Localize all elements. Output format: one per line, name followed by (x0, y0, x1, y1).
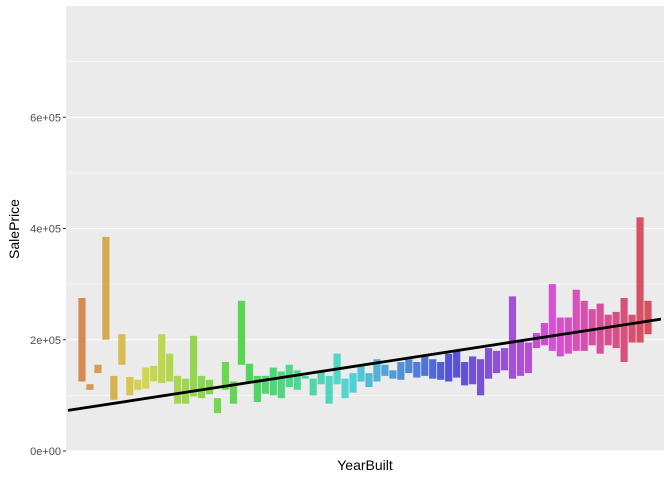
y-axis: 0e+00 2e+05 4e+05 6e+05 (30, 112, 66, 458)
price-range-bar (556, 317, 564, 357)
price-range-bar (628, 314, 636, 343)
price-range-bar (484, 348, 493, 379)
y-tick-label: 4e+05 (30, 224, 61, 236)
price-range-bar (341, 378, 349, 399)
price-range-bar (469, 356, 477, 385)
price-range-bar (78, 298, 86, 382)
price-range-bar (134, 379, 142, 390)
price-range-bar (261, 375, 269, 394)
price-range-bar (205, 379, 214, 395)
price-range-bar (421, 356, 429, 376)
price-range-bar (612, 311, 620, 349)
price-range-bar (325, 375, 333, 404)
price-range-bar (405, 359, 413, 374)
y-axis-title: SalePrice (6, 199, 22, 259)
price-range-bar (516, 339, 525, 376)
trend-line-layer (67, 317, 662, 412)
price-range-bar (477, 359, 485, 396)
price-range-bar (174, 375, 182, 404)
price-range-bar (245, 363, 253, 382)
price-range-bar (126, 377, 134, 396)
price-range-bar (500, 348, 509, 371)
x-axis-title: YearBuilt (337, 457, 393, 473)
price-range-bar (357, 364, 365, 382)
price-range-bar (453, 350, 461, 378)
price-range-bar (604, 314, 612, 346)
price-range-bar (142, 367, 150, 389)
price-range-bar (86, 384, 94, 390)
price-range-bar (213, 398, 222, 414)
price-range-bar (389, 370, 397, 379)
price-range-bar (461, 362, 469, 386)
price-range-bar (118, 334, 126, 365)
y-tick-label: 2e+05 (30, 335, 61, 347)
price-range-bar (301, 375, 309, 379)
price-range-bar (349, 373, 357, 393)
price-range-bar (277, 371, 285, 399)
y-tick-label: 0e+00 (30, 446, 61, 458)
y-tick-label: 6e+05 (30, 112, 61, 124)
price-range-bar (413, 362, 421, 378)
trend-line (67, 317, 662, 412)
price-range-bar (548, 284, 556, 351)
price-range-bar (253, 375, 261, 403)
price-range-bar (524, 342, 533, 374)
price-range-bar (110, 375, 118, 400)
price-range-bar (94, 364, 102, 374)
price-range-bar (269, 367, 277, 396)
price-range-bar (229, 381, 238, 404)
price-range-bar (158, 334, 166, 384)
price-range-bar (373, 359, 381, 382)
price-range-bar (636, 217, 644, 343)
price-range-bar (492, 350, 501, 374)
price-range-bar (644, 300, 652, 335)
price-range-bar (102, 236, 110, 340)
price-range-bar (445, 353, 453, 382)
price-range-bar (620, 298, 628, 362)
price-range-bar (293, 370, 301, 390)
price-range-bar (150, 365, 158, 382)
price-range-bar (429, 359, 437, 379)
price-range-bar (197, 375, 206, 399)
price-range-bar (532, 333, 540, 349)
price-range-bar (221, 362, 230, 390)
price-range-bar (564, 317, 572, 354)
price-range-bar (190, 335, 198, 397)
price-range-bar (588, 309, 596, 346)
price-range-bar (309, 378, 317, 396)
price-range-bar (540, 323, 548, 346)
price-range-bar (397, 362, 405, 380)
price-range-bar (508, 296, 517, 379)
price-range-bar (580, 300, 588, 351)
price-range-bar (381, 364, 389, 376)
price-range-bar (437, 362, 445, 380)
price-range-bar (365, 373, 373, 388)
price-range-bar (237, 300, 246, 365)
price-range-bar (166, 353, 174, 382)
price-range-bar (572, 289, 580, 351)
price-range-bar (317, 370, 325, 385)
